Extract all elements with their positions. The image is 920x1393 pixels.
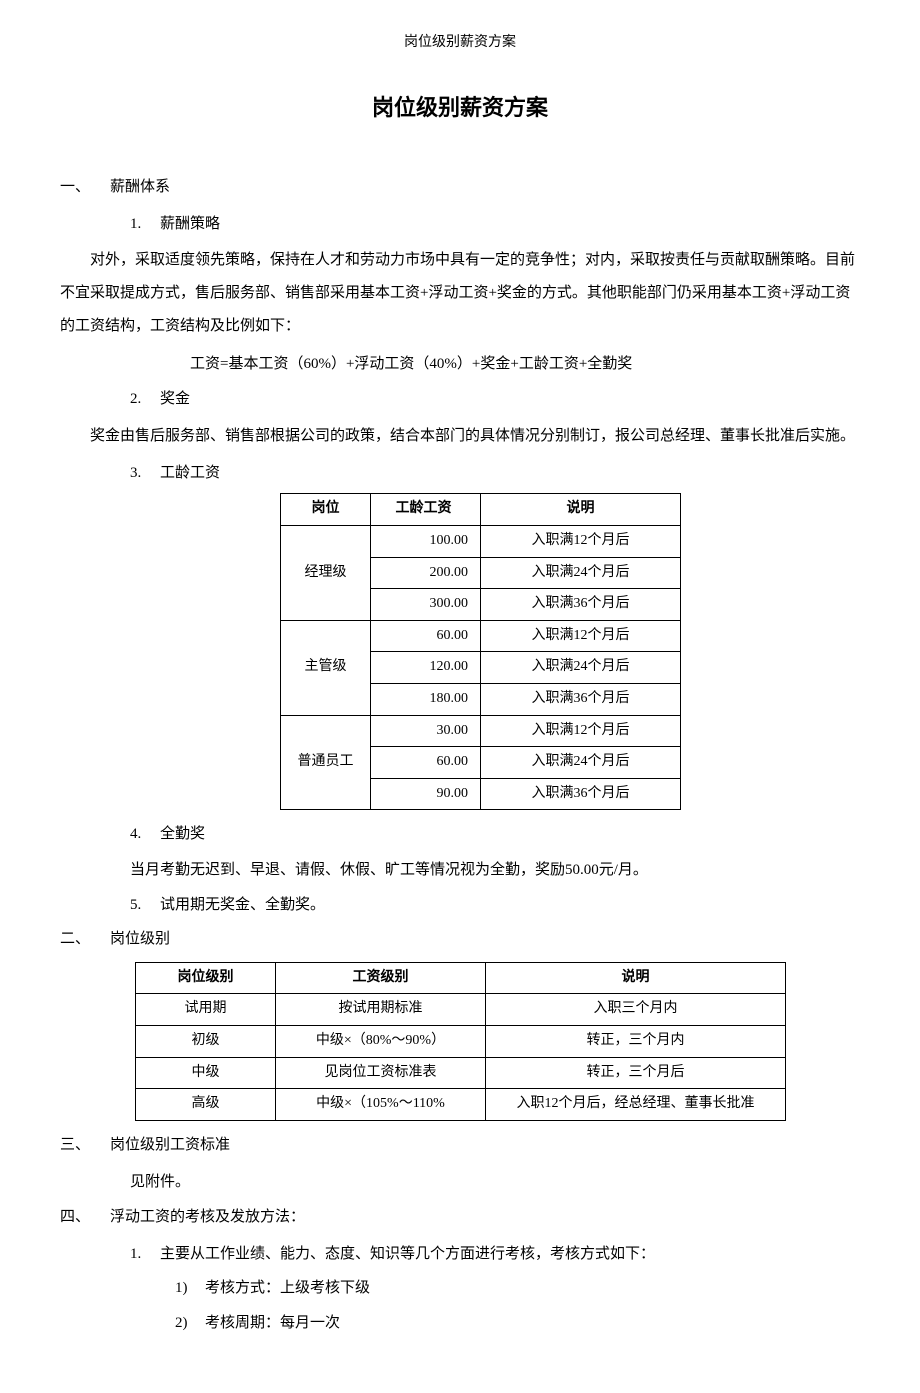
item-num: 1.: [130, 210, 160, 239]
item-num: 4.: [130, 820, 160, 849]
section-label: 岗位级别工资标准: [110, 1137, 230, 1153]
cell-salary: 60.00: [371, 620, 481, 652]
cell-salary: 30.00: [371, 715, 481, 747]
main-title: 岗位级别薪资方案: [60, 87, 860, 129]
table-row: 高级中级×（105%～110%入职12个月后，经总经理、董事长批准: [136, 1089, 786, 1121]
th-salary: 工龄工资: [371, 494, 481, 526]
paragraph-attendance: 当月考勤无迟到、早退、请假、休假、旷工等情况视为全勤，奖励50.00元/月。: [130, 855, 860, 885]
page-header: 岗位级别薪资方案: [60, 30, 860, 57]
cell: 转正，三个月内: [486, 1026, 786, 1058]
cell: 中级: [136, 1057, 276, 1089]
cell-salary: 120.00: [371, 652, 481, 684]
paragraph-attachment: 见附件。: [130, 1167, 860, 1197]
item-label: 主要从工作业绩、能力、态度、知识等几个方面进行考核，考核方式如下：: [160, 1246, 655, 1262]
paragraph-strategy: 对外，采取适度领先策略，保持在人才和劳动力市场中具有一定的竞争性；对内，采取按责…: [60, 244, 860, 343]
formula: 工资=基本工资（60%）+浮动工资（40%）+奖金+工龄工资+全勤奖: [190, 349, 860, 379]
item-num: 2.: [130, 385, 160, 414]
item-1-2: 2.奖金: [130, 385, 860, 414]
cell-desc: 入职满24个月后: [481, 557, 681, 589]
cell-desc: 入职满24个月后: [481, 747, 681, 779]
table-header-row: 岗位 工龄工资 说明: [281, 494, 681, 526]
cell-desc: 入职满12个月后: [481, 715, 681, 747]
cell-salary: 300.00: [371, 589, 481, 621]
cell-desc: 入职满12个月后: [481, 620, 681, 652]
cell-desc: 入职满36个月后: [481, 683, 681, 715]
cell: 入职三个月内: [486, 994, 786, 1026]
item-label: 全勤奖: [160, 826, 205, 842]
cell: 转正，三个月后: [486, 1057, 786, 1089]
cell-desc: 入职满12个月后: [481, 525, 681, 557]
cell-desc: 入职满36个月后: [481, 778, 681, 810]
cell: 中级×（80%～90%）: [276, 1026, 486, 1058]
item-label: 薪酬策略: [160, 216, 220, 232]
cell: 中级×（105%～110%: [276, 1089, 486, 1121]
item-num: 1.: [130, 1240, 160, 1269]
cell-salary: 200.00: [371, 557, 481, 589]
cell-salary: 60.00: [371, 747, 481, 779]
table-row: 初级中级×（80%～90%）转正，三个月内: [136, 1026, 786, 1058]
cell: 初级: [136, 1026, 276, 1058]
sub-item-4-1-1: 1)考核方式：上级考核下级: [175, 1274, 860, 1303]
cell-desc: 入职满36个月后: [481, 589, 681, 621]
th-desc: 说明: [481, 494, 681, 526]
item-num: 5.: [130, 891, 160, 920]
cell-salary: 180.00: [371, 683, 481, 715]
section-2-heading: 二、岗位级别: [60, 925, 860, 954]
th-desc: 说明: [486, 962, 786, 994]
th-salary-level: 工资级别: [276, 962, 486, 994]
table-row: 试用期按试用期标准入职三个月内: [136, 994, 786, 1026]
item-1-3: 3.工龄工资: [130, 459, 860, 488]
cell-position: 主管级: [281, 620, 371, 715]
item-label: 奖金: [160, 391, 190, 407]
table-row: 主管级60.00入职满12个月后: [281, 620, 681, 652]
item-1-5: 5.试用期无奖金、全勤奖。: [130, 891, 860, 920]
item-label: 试用期无奖金、全勤奖。: [160, 897, 325, 913]
seniority-salary-table: 岗位 工龄工资 说明 经理级100.00入职满12个月后200.00入职满24个…: [280, 493, 681, 810]
sub-item-num: 2): [175, 1309, 205, 1338]
cell: 见岗位工资标准表: [276, 1057, 486, 1089]
cell: 入职12个月后，经总经理、董事长批准: [486, 1089, 786, 1121]
section-label: 浮动工资的考核及发放方法：: [110, 1209, 305, 1225]
item-1-4: 4.全勤奖: [130, 820, 860, 849]
paragraph-bonus: 奖金由售后服务部、销售部根据公司的政策，结合本部门的具体情况分别制订，报公司总经…: [60, 420, 860, 453]
th-position: 岗位: [281, 494, 371, 526]
sub-item-4-1-2: 2)考核周期：每月一次: [175, 1309, 860, 1338]
cell-position: 普通员工: [281, 715, 371, 810]
section-4-heading: 四、浮动工资的考核及发放方法：: [60, 1203, 860, 1232]
cell-desc: 入职满24个月后: [481, 652, 681, 684]
section-num: 三、: [60, 1131, 110, 1160]
item-label: 工龄工资: [160, 465, 220, 481]
section-label: 岗位级别: [110, 931, 170, 947]
section-1-heading: 一、薪酬体系: [60, 173, 860, 202]
sub-item-num: 1): [175, 1274, 205, 1303]
position-level-table: 岗位级别 工资级别 说明 试用期按试用期标准入职三个月内初级中级×（80%～90…: [135, 962, 786, 1121]
section-num: 四、: [60, 1203, 110, 1232]
cell: 按试用期标准: [276, 994, 486, 1026]
section-3-heading: 三、岗位级别工资标准: [60, 1131, 860, 1160]
cell-position: 经理级: [281, 525, 371, 620]
table-row: 普通员工30.00入职满12个月后: [281, 715, 681, 747]
cell: 试用期: [136, 994, 276, 1026]
cell: 高级: [136, 1089, 276, 1121]
item-4-1: 1.主要从工作业绩、能力、态度、知识等几个方面进行考核，考核方式如下：: [130, 1240, 860, 1269]
section-label: 薪酬体系: [110, 179, 170, 195]
item-num: 3.: [130, 459, 160, 488]
table-row: 中级见岗位工资标准表转正，三个月后: [136, 1057, 786, 1089]
cell-salary: 100.00: [371, 525, 481, 557]
section-num: 一、: [60, 173, 110, 202]
cell-salary: 90.00: [371, 778, 481, 810]
item-1-1: 1.薪酬策略: [130, 210, 860, 239]
table-header-row: 岗位级别 工资级别 说明: [136, 962, 786, 994]
section-num: 二、: [60, 925, 110, 954]
th-level: 岗位级别: [136, 962, 276, 994]
sub-item-label: 考核方式：上级考核下级: [205, 1280, 370, 1296]
sub-item-label: 考核周期：每月一次: [205, 1315, 340, 1331]
table-row: 经理级100.00入职满12个月后: [281, 525, 681, 557]
